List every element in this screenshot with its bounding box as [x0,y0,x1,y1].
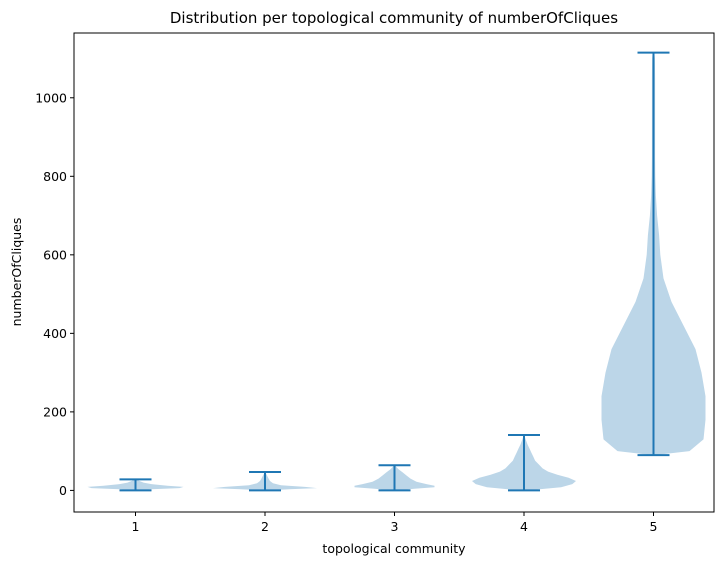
y-tick-label: 0 [59,483,67,498]
x-tick-label: 1 [132,519,140,534]
y-axis-label: numberOfCliques [9,218,24,327]
y-tick-label: 800 [43,169,67,184]
axes-frame [73,32,715,513]
x-tick-label: 2 [261,519,269,534]
x-axis-label: topological community [322,541,466,556]
x-tick-label: 4 [520,519,528,534]
x-tick-label: 3 [391,519,399,534]
y-tick-label: 600 [43,247,67,262]
x-tick-label: 5 [650,519,658,534]
chart-title: Distribution per topological community o… [170,9,618,27]
y-tick-label: 1000 [35,90,67,105]
plot-area: 0 200 400 600 800 1000 1 2 3 4 5 [35,51,706,534]
y-tick-label: 400 [43,326,67,341]
y-tick-label: 200 [43,404,67,419]
